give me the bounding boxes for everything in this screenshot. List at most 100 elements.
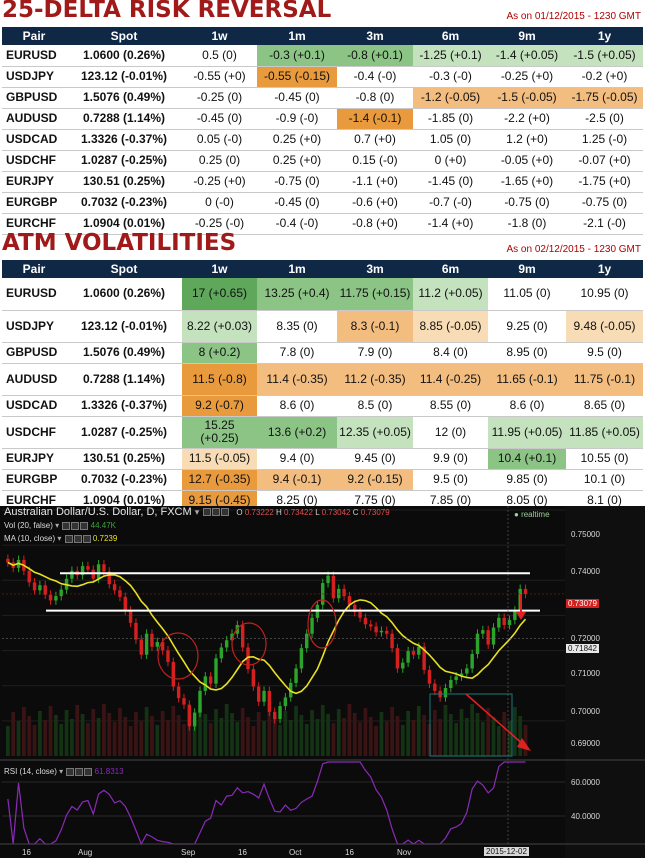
value-cell: -0.07 (+0) [566, 150, 643, 172]
ohlc-high: 0.73422 [284, 508, 313, 517]
candle-body [139, 639, 143, 655]
spot-cell: 130.51 (0.25%) [66, 171, 182, 193]
volume-bar [123, 717, 128, 756]
volume-bar [432, 710, 437, 756]
atm-vol-table: Pair Spot 1w 1m 3m 6m 9m 1y EURUSD 1.0600 (0.26%… [2, 260, 643, 512]
volume-bar [438, 719, 443, 756]
chart-menu-chevron-icon[interactable]: ▾ [194, 507, 200, 517]
volume-settings-icon[interactable] [62, 521, 71, 530]
volume-bar [11, 712, 16, 756]
atm-vol-as-of: As on 02/12/2015 - 1230 GMT [506, 244, 641, 255]
value-cell: 8.4 (0) [413, 342, 488, 364]
candle-body [347, 596, 352, 605]
value-cell: 13.6 (+0.2) [257, 416, 337, 449]
volume-bar [91, 709, 96, 756]
candle-body [262, 690, 266, 702]
volume-bar [6, 726, 10, 756]
annotation-circle [307, 599, 337, 649]
volume-bar [54, 715, 58, 756]
candle-body [182, 698, 186, 705]
audusd-chart-panel[interactable]: 0.75000 0.74000 0.72000 0.71000 0.70000 0.690… [0, 506, 645, 858]
rsi-visibility-icon[interactable] [75, 767, 84, 776]
volume-bar [203, 714, 208, 756]
volume-visibility-icon[interactable] [71, 521, 80, 530]
value-cell: 0.25 (+0) [257, 150, 337, 172]
candle-body [256, 686, 261, 702]
candle-body [6, 558, 10, 563]
candle-body [443, 687, 448, 698]
rsi-chevron-icon[interactable]: ▾ [59, 767, 64, 776]
table-row: USDJPY 123.12 (-0.01%) 8.22 (+0.03) 8.35 (0… [2, 310, 643, 343]
candle-body [246, 647, 250, 670]
volume-close-icon[interactable] [80, 521, 89, 530]
volume-bar [107, 713, 112, 756]
volume-chevron-icon[interactable]: ▾ [55, 521, 60, 530]
value-cell: 11.2 (-0.35) [337, 363, 413, 396]
value-cell: -1.5 (-0.05) [488, 87, 566, 109]
ma-settings-icon[interactable] [64, 534, 73, 543]
value-cell: -1.4 (+0) [413, 213, 488, 235]
value-cell: -0.55 (+0) [182, 66, 257, 88]
risk_reversal-header-1: Spot [66, 27, 182, 45]
table-row: USDCAD 1.3326 (-0.37%) 9.2 (-0.7) 8.6 (0) 8.… [2, 395, 643, 417]
candle-body [363, 617, 368, 625]
pair-cell: USDJPY [2, 66, 66, 88]
current-price-tag: 0.73079 [566, 599, 599, 608]
spot-cell: 1.3326 (-0.37%) [66, 395, 182, 417]
candle-body [369, 624, 373, 627]
chart-settings-icon[interactable] [203, 508, 212, 517]
chart-close-icon[interactable] [221, 508, 230, 517]
value-cell: 9.9 (0) [413, 448, 488, 470]
rsi-settings-icon[interactable] [66, 767, 75, 776]
ma-close-icon[interactable] [82, 534, 91, 543]
volume-bar [470, 704, 475, 756]
rsi-close-icon[interactable] [84, 767, 93, 776]
volume-bar [272, 716, 277, 756]
value-cell: 9.4 (-0.1) [257, 469, 337, 491]
value-cell: 0.05 (-0) [182, 129, 257, 151]
pair-cell: USDCAD [2, 395, 66, 417]
chart-visibility-icon[interactable] [212, 508, 221, 517]
value-cell: 10.95 (0) [566, 278, 643, 311]
value-cell: -2.5 (0) [566, 108, 643, 130]
atm_vol-header-6: 9m [488, 260, 566, 278]
risk-reversal-title: 25-DELTA RISK REVERSAL [2, 0, 332, 23]
candle-body [353, 604, 357, 613]
pair-cell: EURUSD [2, 278, 66, 311]
value-cell: -0.25 (+0) [488, 66, 566, 88]
candle-body [224, 640, 229, 648]
pair-cell: GBPUSD [2, 342, 66, 364]
candle-body [513, 610, 517, 620]
value-cell: -0.8 (+0.1) [337, 45, 413, 67]
candle-body [54, 596, 58, 601]
audusd-chart-canvas[interactable]: 0.75000 0.74000 0.72000 0.71000 0.70000 0.690… [0, 506, 645, 858]
value-cell: 11.4 (-0.25) [413, 363, 488, 396]
chart-header: Australian Dollar/U.S. Dollar, D, FXCM ▾… [4, 506, 390, 518]
ma-line [7, 561, 527, 695]
volume-bar [320, 705, 325, 756]
rsi-axis-label: 60.0000 [571, 778, 600, 787]
value-cell: 12 (0) [413, 416, 488, 449]
value-cell: -0.9 (-0) [257, 108, 337, 130]
volume-bar [384, 721, 389, 756]
candle-body [427, 669, 432, 684]
volume-bar [96, 718, 101, 756]
ma-visibility-icon[interactable] [73, 534, 82, 543]
candle-body [342, 588, 346, 597]
candle-body [481, 630, 485, 634]
ohlc-c-label: C [352, 508, 359, 517]
candle-body [166, 650, 170, 662]
candle-body [267, 690, 272, 712]
volume-bar [427, 724, 432, 756]
ma-chevron-icon[interactable]: ▾ [57, 534, 62, 543]
candle-body [278, 706, 282, 720]
value-cell: -1.85 (0) [413, 108, 488, 130]
candle-body [144, 633, 149, 655]
candle-body [118, 590, 122, 597]
volume-bar [310, 710, 314, 756]
value-cell: 9.2 (-0.15) [337, 469, 413, 491]
spot-cell: 123.12 (-0.01%) [66, 310, 182, 343]
volume-bar [22, 707, 26, 756]
volume-label: Vol (20, false) [4, 521, 53, 530]
rsi-value: 61.8313 [94, 767, 124, 776]
